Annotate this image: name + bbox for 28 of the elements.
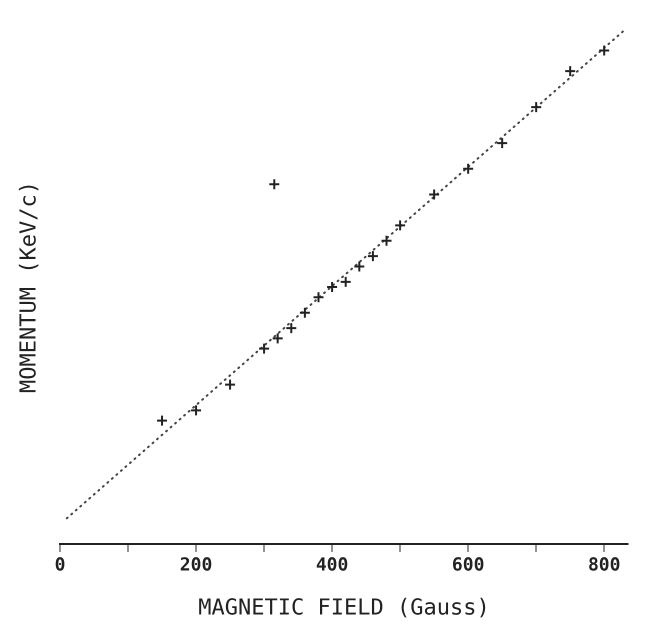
point [340, 276, 352, 288]
point [258, 342, 270, 355]
x-tick-label: 600 [452, 554, 484, 576]
point [285, 322, 298, 334]
point [268, 178, 280, 190]
point [190, 404, 202, 416]
point [312, 291, 324, 304]
point [156, 414, 168, 427]
x-tick-label: 800 [588, 554, 620, 576]
point [298, 306, 311, 319]
x-tick-label: 0 [54, 554, 66, 576]
x-tick-label: 400 [316, 554, 348, 576]
point [462, 162, 474, 175]
point [272, 332, 284, 344]
point [530, 101, 542, 114]
x-tick-label: 200 [180, 554, 212, 576]
x-axis-title: MAGNETIC FIELD (Gauss) [198, 596, 490, 621]
point [224, 378, 236, 391]
point [326, 281, 338, 293]
point [496, 137, 508, 150]
y-axis-title: MOMENTUM (KeV/c) [16, 181, 42, 393]
point [366, 250, 379, 262]
point [394, 219, 406, 232]
point [380, 234, 393, 247]
point [598, 44, 610, 57]
point [353, 260, 366, 272]
point [428, 188, 440, 200]
point [564, 65, 576, 78]
